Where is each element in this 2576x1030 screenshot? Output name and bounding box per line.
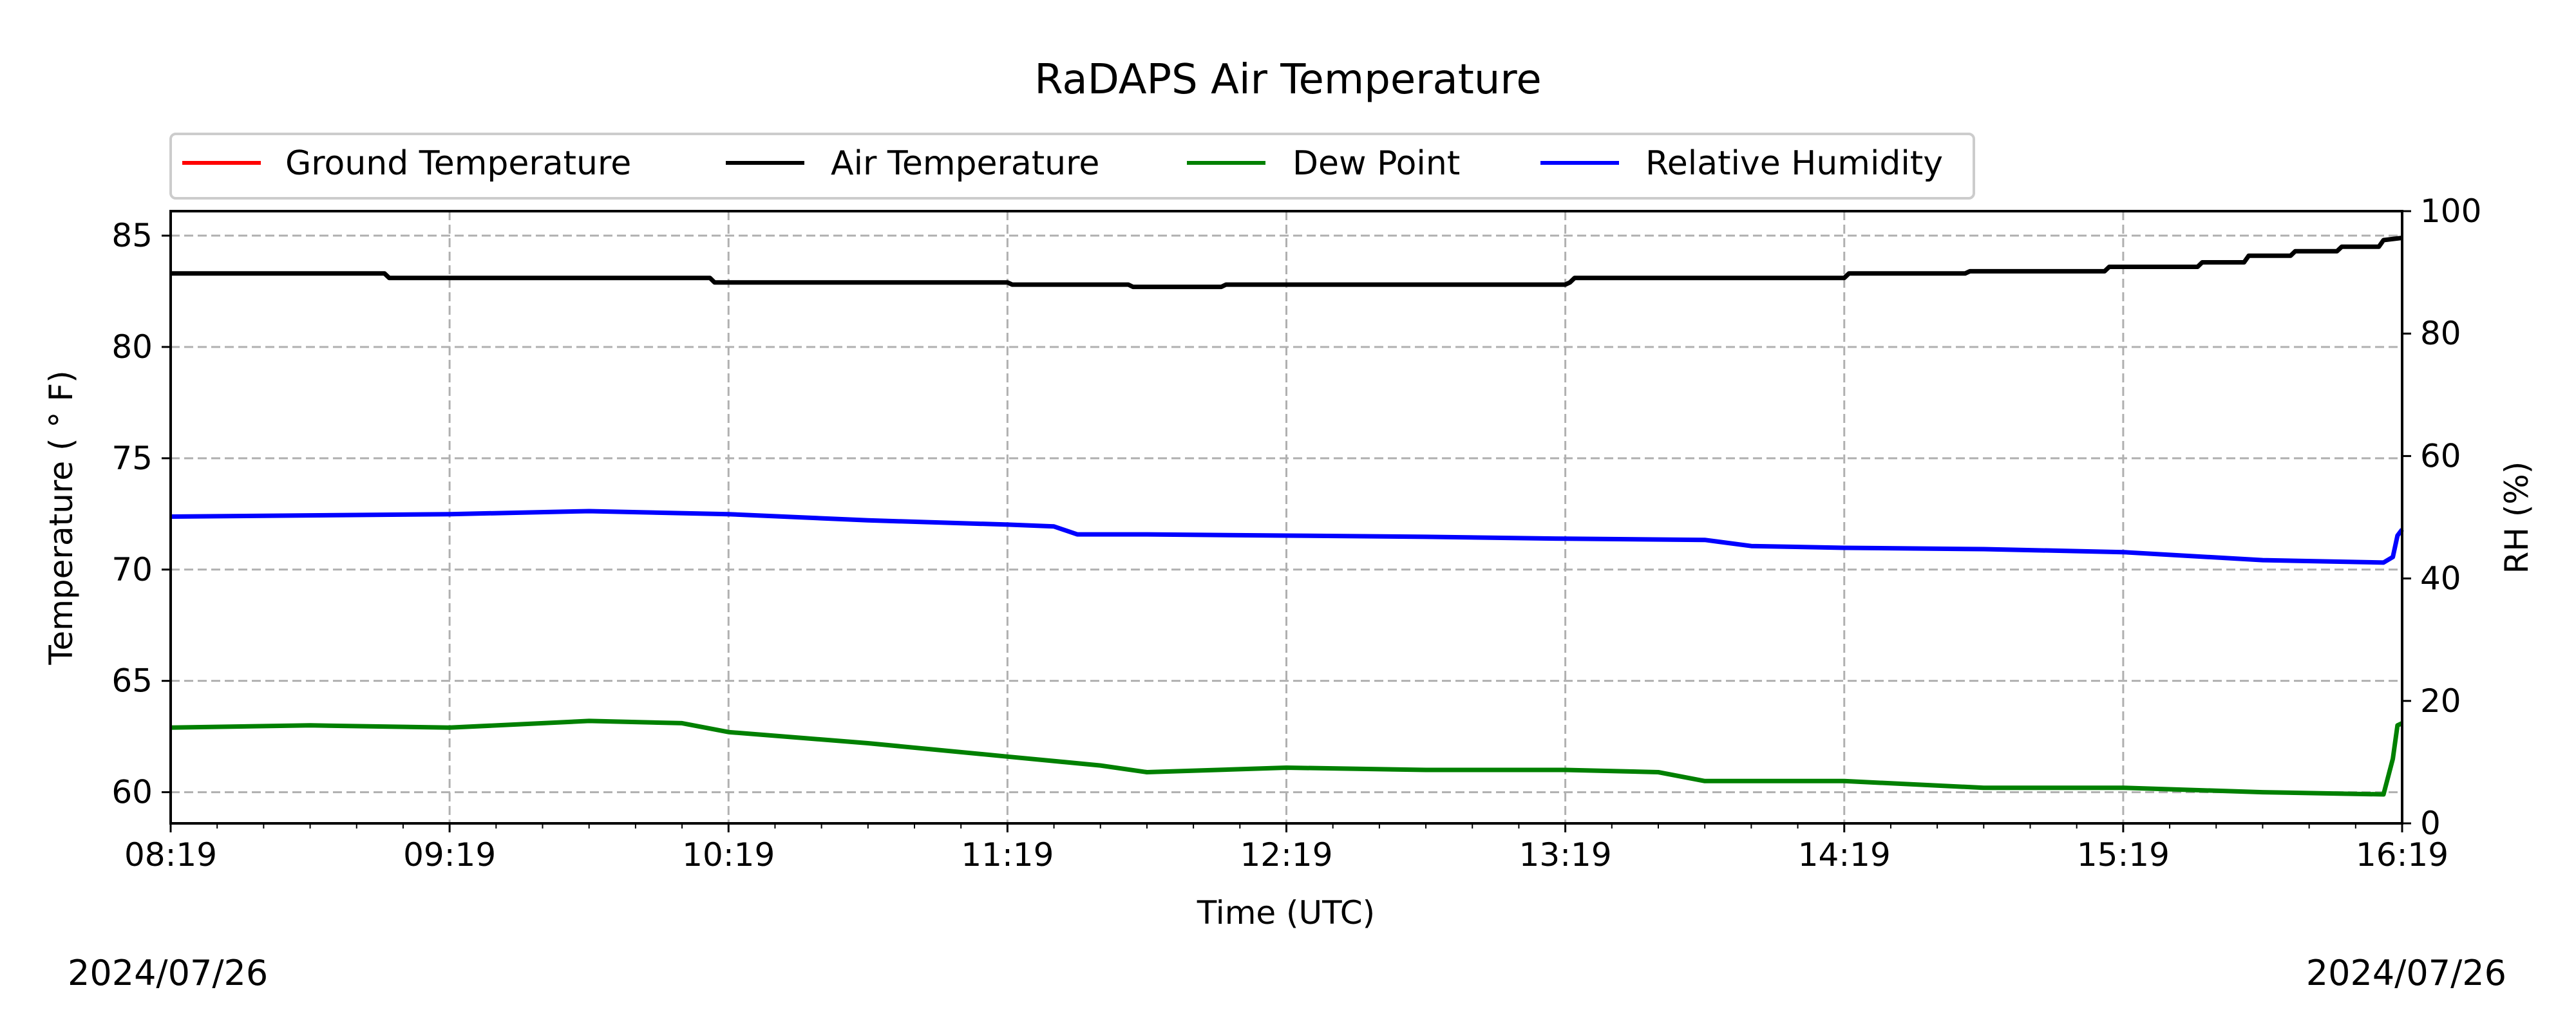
chart-title: RaDAPS Air Temperature (1034, 56, 1541, 104)
y-tick-label: 60 (111, 774, 153, 811)
y-tick-label: 70 (111, 551, 153, 588)
series-lines (170, 236, 2404, 797)
y2-tick-label: 20 (2420, 682, 2461, 720)
legend: Ground Temperature Air Temperature Dew P… (169, 133, 1975, 200)
legend-box (169, 133, 1975, 200)
x-tick-label: 11:19 (961, 836, 1054, 874)
y2-tick-label: 80 (2420, 315, 2461, 352)
x-tick-label: 10:19 (682, 836, 775, 874)
y-tick-label: 75 (111, 440, 153, 477)
y2-axis-label: RH (%) (2498, 462, 2535, 574)
series-line-dew-point (170, 718, 2403, 797)
y2-tick-label: 100 (2420, 192, 2481, 230)
series-line-relative-humidity (170, 509, 2404, 565)
legend-label-dew-point: Dew Point (1293, 144, 1460, 183)
date-right: 2024/07/26 (2306, 953, 2506, 993)
y-tick-label: 85 (111, 217, 153, 254)
y-axis-label: Temperature ( ° F) (43, 370, 80, 665)
legend-label-air-temperature: Air Temperature (831, 144, 1099, 183)
x-tick-label: 08:19 (124, 836, 217, 874)
axis-ticks: 08:19 09:19 10:19 11:19 12:19 13:19 14:19 15:19… (111, 192, 2481, 874)
x-axis-label: Time (UTC) (1197, 894, 1375, 932)
x-tick-label: 12:19 (1240, 836, 1332, 874)
series-line-air-temperature (171, 236, 2403, 290)
y2-tick-label: 60 (2420, 437, 2461, 474)
x-tick-label: 16:19 (2356, 836, 2448, 874)
y-tick-label: 80 (111, 328, 153, 366)
x-tick-label: 09:19 (403, 836, 496, 874)
x-tick-label: 15:19 (2077, 836, 2170, 874)
y2-tick-label: 40 (2420, 560, 2461, 597)
grid-lines (171, 211, 2402, 823)
date-left: 2024/07/26 (68, 953, 268, 993)
legend-label-relative-humidity: Relative Humidity (1645, 144, 1943, 183)
x-tick-label: 13:19 (1519, 836, 1612, 874)
x-tick-label: 14:19 (1798, 836, 1891, 874)
y-tick-label: 65 (111, 662, 153, 700)
legend-label-ground-temperature: Ground Temperature (285, 144, 631, 183)
y2-tick-label: 0 (2420, 805, 2441, 842)
